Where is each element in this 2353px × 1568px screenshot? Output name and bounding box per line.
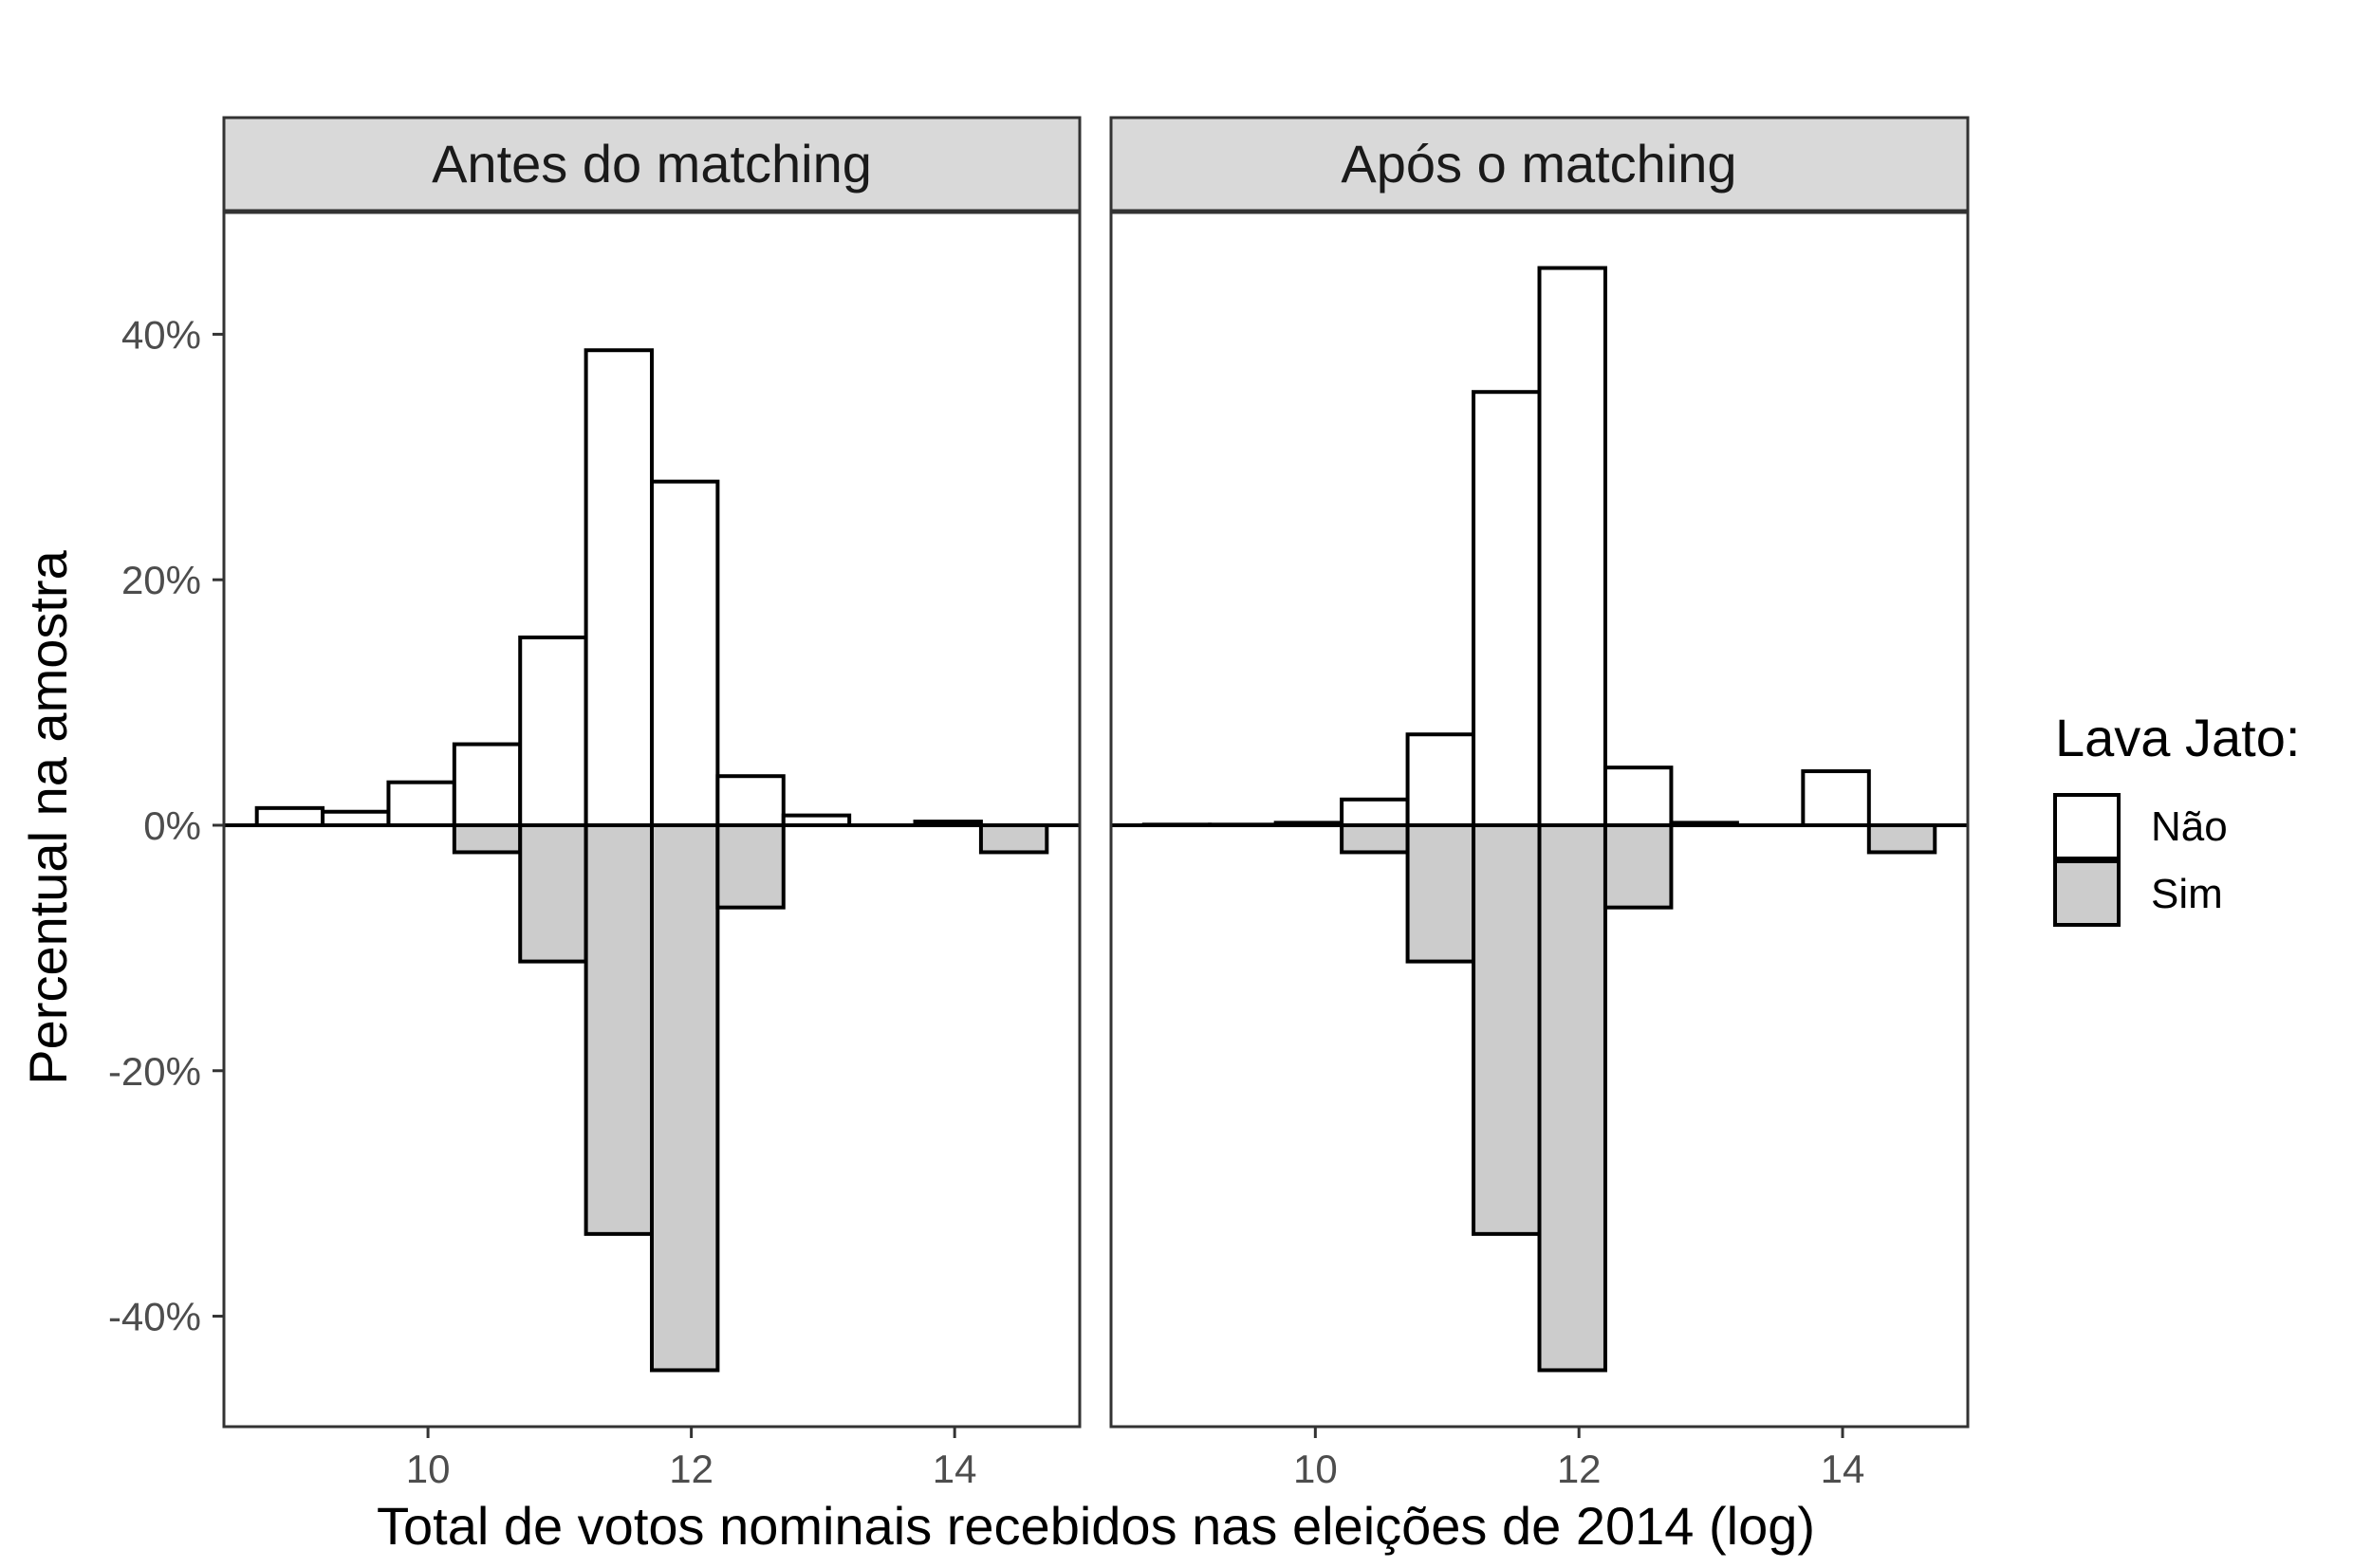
bar-nao: [1342, 800, 1407, 825]
bar-nao: [520, 637, 585, 825]
x-tick-label: 14: [933, 1447, 977, 1491]
panel-title: Após o matching: [1341, 134, 1736, 194]
panel-apos-o-matching: Após o matching: [1111, 118, 1968, 1427]
legend-title: Lava Jato:: [2055, 708, 2300, 767]
x-tick-label: 12: [669, 1447, 713, 1491]
bar-sim: [981, 825, 1047, 852]
bar-sim: [1408, 825, 1473, 962]
bar-sim: [1342, 825, 1407, 852]
legend-label-sim: Sim: [2151, 871, 2223, 917]
x-tick-label: 10: [406, 1447, 451, 1491]
x-tick-label: 10: [1293, 1447, 1338, 1491]
bar-sim: [652, 825, 717, 1371]
x-axis-title: Total de votos nominais recebidos nas el…: [377, 1496, 1815, 1556]
bar-sim: [1605, 825, 1671, 908]
panel-antes-do-matching: Antes do matching: [224, 118, 1080, 1427]
bar-nao: [1540, 268, 1605, 825]
y-axis-title: Percentual na amostra: [18, 549, 78, 1084]
legend: Lava Jato: Não Sim: [2055, 708, 2300, 925]
x-tick-label: 14: [1821, 1447, 1865, 1491]
x-axis-panel-1: 10 12 14: [406, 1427, 977, 1491]
legend-label-nao: Não: [2151, 803, 2228, 850]
y-tick-label: 40%: [121, 312, 201, 357]
bars-group: [1111, 268, 1968, 1371]
y-tick-label: -20%: [108, 1049, 201, 1094]
bar-nao: [1408, 734, 1473, 825]
bar-nao: [1473, 392, 1539, 825]
x-axis-panel-2: 10 12 14: [1293, 1427, 1864, 1491]
panel-title: Antes do matching: [432, 134, 872, 194]
bar-sim: [1540, 825, 1605, 1371]
y-tick-label: -40%: [108, 1295, 201, 1339]
bar-sim: [454, 825, 520, 852]
bar-nao: [717, 776, 783, 825]
bar-sim: [1473, 825, 1539, 1234]
y-tick-label: 20%: [121, 558, 201, 602]
legend-key-nao: [2055, 795, 2119, 858]
bar-sim: [717, 825, 783, 908]
bars-group: [224, 350, 1080, 1370]
bar-nao: [323, 812, 388, 825]
legend-key-sim: [2055, 861, 2119, 925]
bar-nao: [388, 783, 454, 825]
bar-sim: [586, 825, 652, 1234]
bar-nao: [652, 482, 717, 825]
x-tick-label: 12: [1557, 1447, 1602, 1491]
bar-sim: [1869, 825, 1935, 852]
bar-nao: [257, 808, 323, 825]
y-axis: -40% -20% 0% 20% 40%: [108, 312, 224, 1338]
bar-nao: [454, 745, 520, 825]
bar-nao: [1605, 767, 1671, 825]
bar-nao: [1803, 771, 1868, 825]
bar-nao: [586, 350, 652, 825]
bar-sim: [520, 825, 585, 962]
y-tick-label: 0%: [143, 803, 201, 848]
